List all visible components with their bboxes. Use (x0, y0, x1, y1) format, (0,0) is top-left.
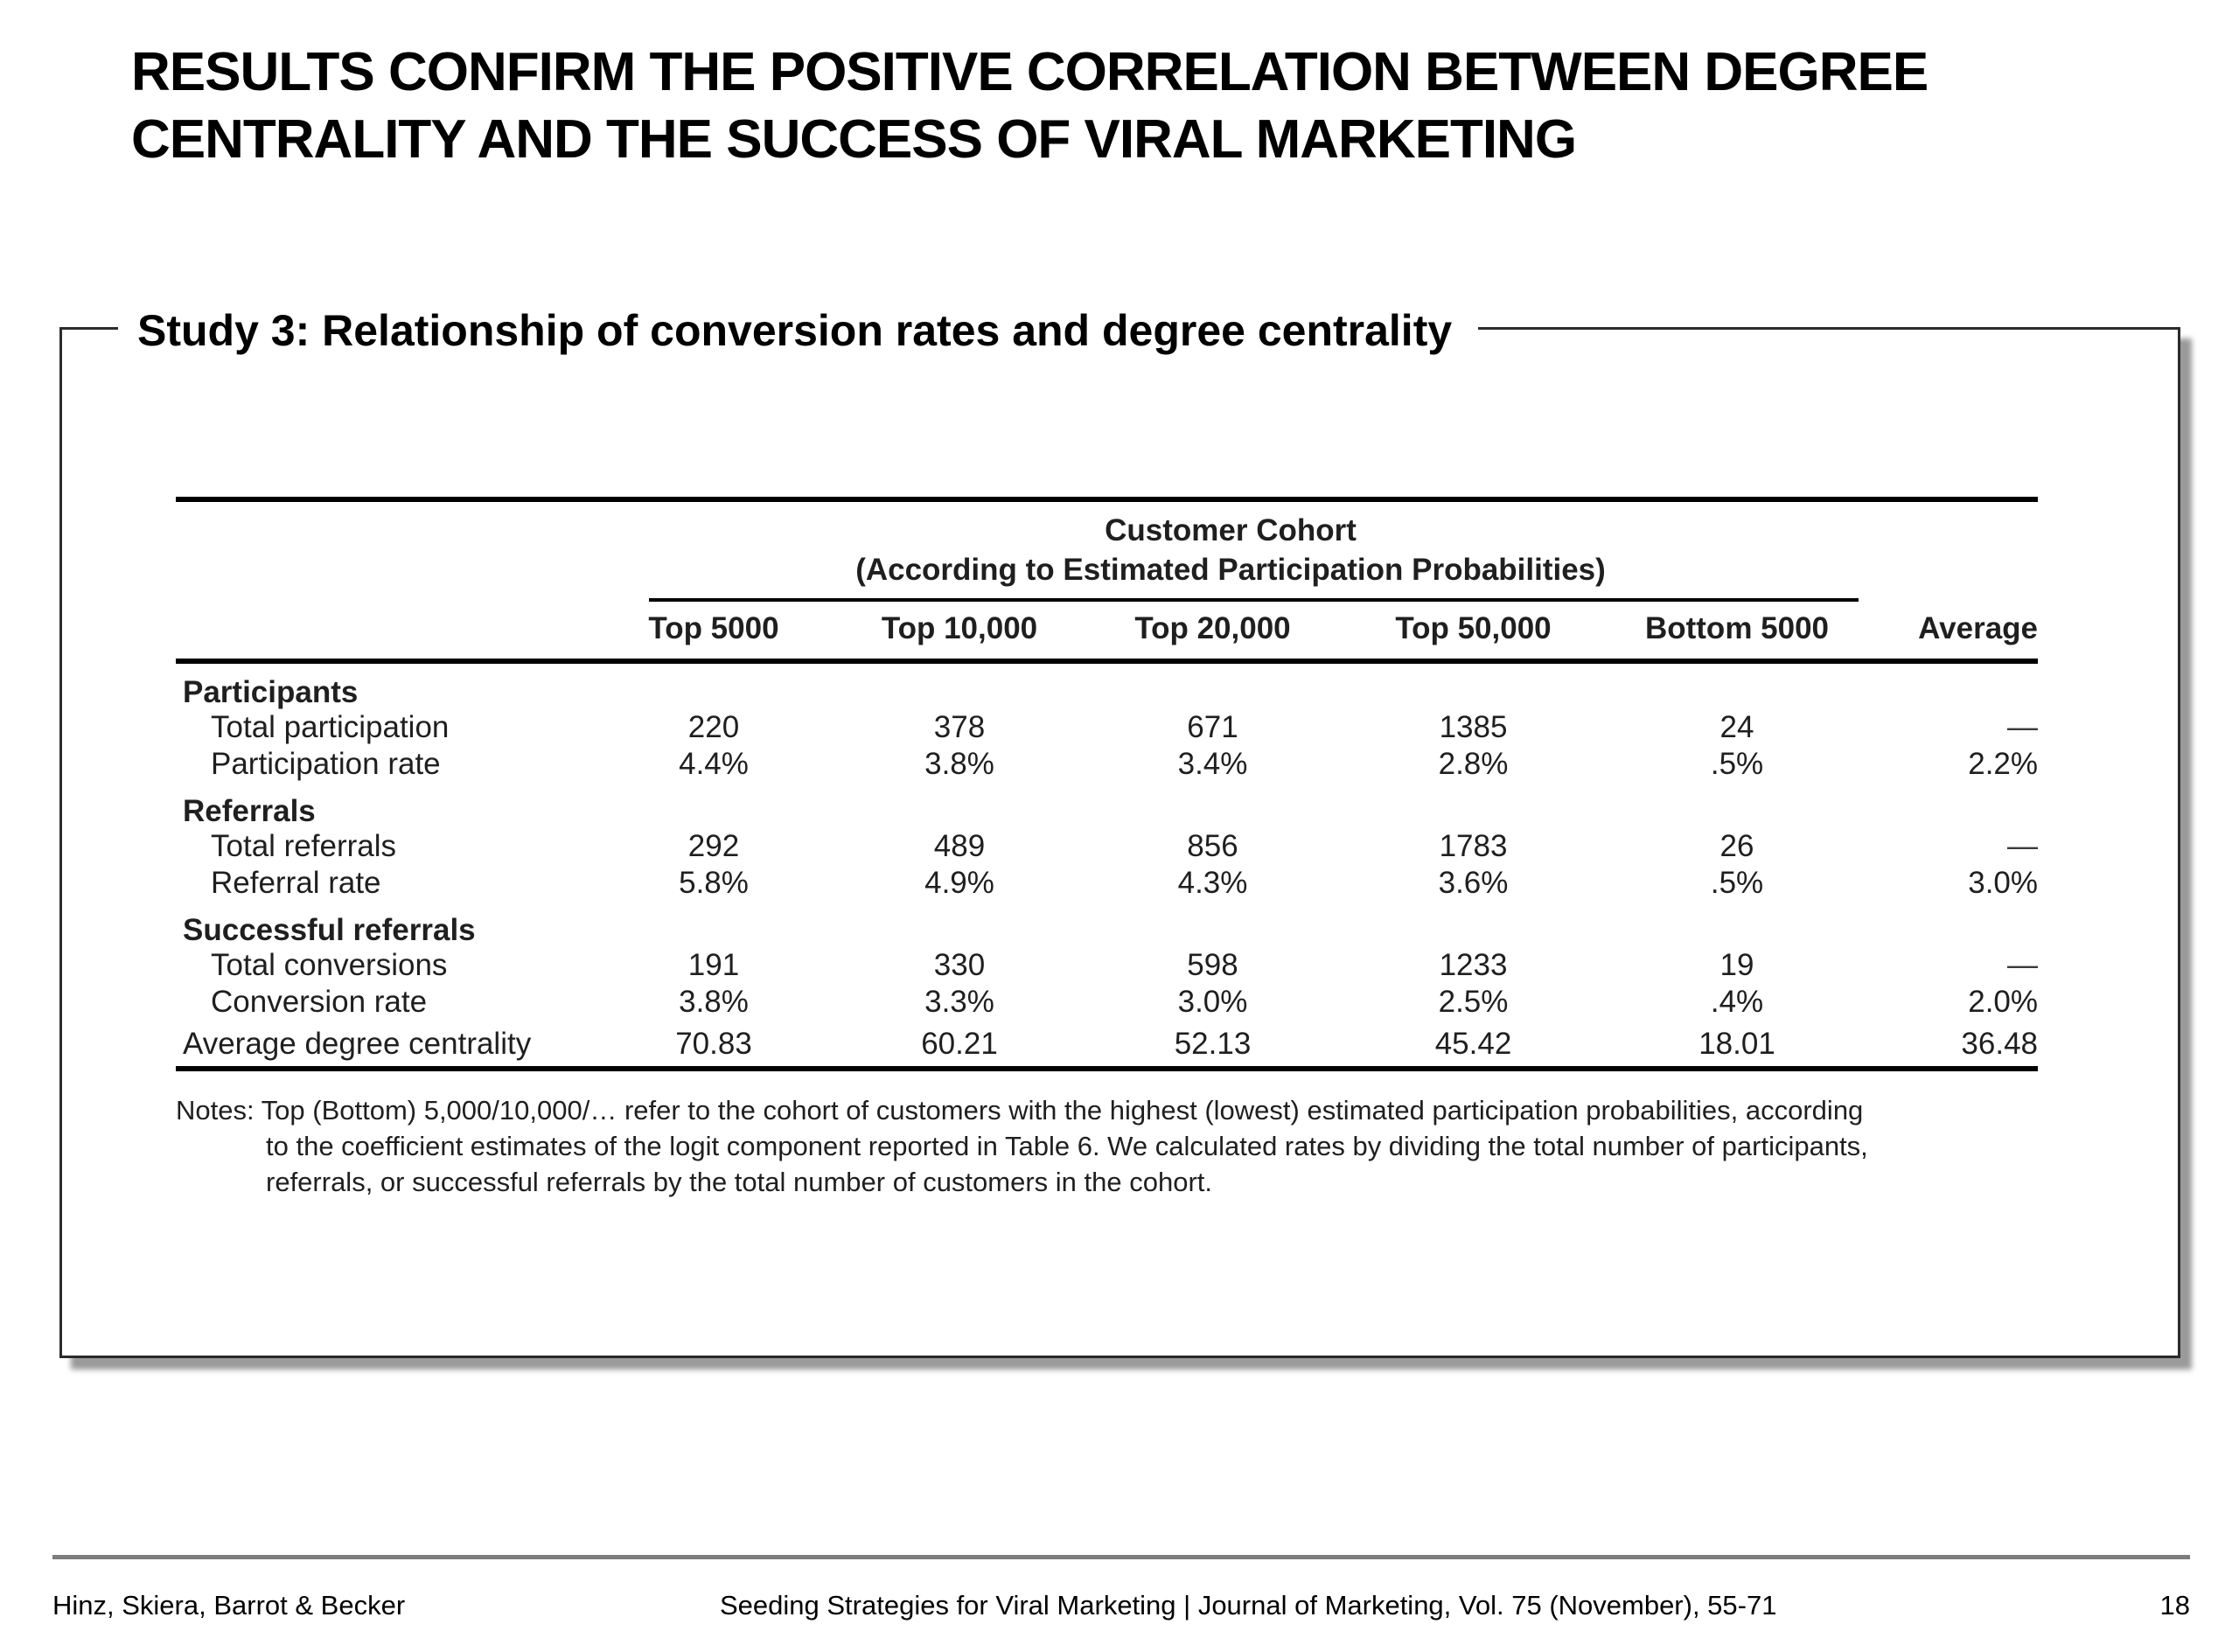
cohort-header-row: Customer Cohort (According to Estimated … (176, 499, 2038, 603)
cell-value: 1783 (1439, 829, 1508, 863)
column-header: Bottom 5000 (1606, 603, 1869, 664)
cohort-header: Customer Cohort (According to Estimated … (593, 499, 1868, 603)
spacer-cell (176, 603, 593, 664)
cell-value: 598 (1187, 948, 1238, 982)
cell-value: 671 (1187, 710, 1238, 744)
footer-source: Seeding Strategies for Viral Marketing |… (720, 1590, 1777, 1621)
cell-value: 3.0% (1968, 866, 2039, 900)
cell-value: 36.48 (1868, 1021, 2039, 1071)
slide-title: RESULTS CONFIRM THE POSITIVE CORRELATION… (131, 42, 1929, 170)
column-header: Average (1868, 603, 2039, 664)
cell-value: 3.8% (679, 985, 749, 1019)
row-label: Average degree centrality (176, 1021, 593, 1071)
cell-value: 4.4% (679, 747, 749, 781)
group-label: Participants (183, 675, 359, 709)
table-group-row: Referrals (176, 783, 2038, 828)
cell-value: 3.8% (924, 747, 994, 781)
column-header: Top 20,000 (1085, 603, 1341, 664)
group-label: Referrals (183, 794, 316, 828)
cell-value: 3.4% (1177, 747, 1248, 781)
cell-value: 3.3% (924, 985, 994, 1019)
cell-value: 60.21 (834, 1021, 1085, 1071)
footer-page-number: 18 (2159, 1590, 2190, 1621)
spacer-cell (176, 499, 593, 603)
cell-value: .5% (1710, 866, 1764, 900)
group-label: Successful referrals (183, 913, 476, 947)
table-row: Conversion rate 3.8% 3.3% 3.0% 2.5% .4% … (176, 984, 2038, 1021)
cell-value: 2.0% (1968, 985, 2039, 1019)
cell-value: .4% (1710, 985, 1764, 1019)
cell-value: — (2007, 710, 2039, 744)
cell-value: 19 (1719, 948, 1754, 982)
cell-value: 2.5% (1438, 985, 1509, 1019)
column-header: Top 5000 (593, 603, 834, 664)
table-row: Average degree centrality 70.83 60.21 52… (176, 1021, 2039, 1071)
cohort-header-line2: (According to Estimated Participation Pr… (855, 553, 1606, 587)
table-row: Total conversions 191 330 598 1233 19 — (176, 947, 2038, 984)
row-label: Total referrals (211, 829, 397, 863)
cell-value: 2.8% (1438, 747, 1509, 781)
row-label: Total conversions (211, 948, 448, 982)
results-table: Customer Cohort (According to Estimated … (176, 497, 2039, 1071)
cell-value: 191 (687, 948, 740, 982)
column-header-row: Top 5000 Top 10,000 Top 20,000 Top 50,00… (176, 603, 2039, 664)
cell-value: 45.42 (1341, 1021, 1606, 1071)
table-row: Referral rate 5.8% 4.9% 4.3% 3.6% .5% 3.… (176, 865, 2038, 902)
table-row: Total referrals 292 489 856 1783 26 — (176, 828, 2038, 865)
cell-value: 70.83 (593, 1021, 834, 1071)
cell-value: 4.3% (1177, 866, 1248, 900)
table-row: Total participation 220 378 671 1385 24 … (176, 709, 2038, 746)
cell-value: 3.6% (1438, 866, 1509, 900)
cell-value: 24 (1719, 710, 1754, 744)
cell-value: 330 (933, 948, 986, 982)
cell-value: 4.9% (924, 866, 994, 900)
cell-value: 489 (933, 829, 986, 863)
cell-value: 52.13 (1085, 1021, 1341, 1071)
cell-value: 18.01 (1606, 1021, 1869, 1071)
cell-value: 378 (933, 710, 986, 744)
footer-authors: Hinz, Skiera, Barrot & Becker (52, 1590, 406, 1621)
cell-value: — (2007, 948, 2039, 982)
cell-value: 26 (1719, 829, 1754, 863)
study-box-heading: Study 3: Relationship of conversion rate… (118, 304, 1479, 357)
cell-value: 292 (687, 829, 740, 863)
cell-value: 3.0% (1177, 985, 1248, 1019)
footer-divider-rule (52, 1555, 2190, 1559)
row-label: Conversion rate (211, 985, 428, 1019)
cohort-header-line1: Customer Cohort (1105, 513, 1357, 547)
cell-value: 2.2% (1968, 747, 2039, 781)
cell-value: 5.8% (679, 866, 749, 900)
row-label: Referral rate (211, 866, 381, 900)
table-group-row: Participants (176, 661, 2038, 709)
cell-value: 1233 (1439, 948, 1508, 982)
cell-value: .5% (1710, 747, 1764, 781)
study-box: Study 3: Relationship of conversion rate… (59, 304, 2180, 1358)
column-header: Top 50,000 (1341, 603, 1606, 664)
row-label: Total participation (211, 710, 450, 744)
cell-value: 1385 (1439, 710, 1508, 744)
cell-value: 220 (687, 710, 740, 744)
spacer-cell (1868, 499, 2038, 603)
cell-value: 856 (1187, 829, 1238, 863)
cohort-underline-rule (649, 598, 1859, 602)
table-row: Participation rate 4.4% 3.8% 3.4% 2.8% .… (176, 746, 2038, 783)
table-group-row: Successful referrals (176, 902, 2038, 947)
table-notes: Notes: Top (Bottom) 5,000/10,000/… refer… (176, 1095, 1868, 1197)
row-label: Participation rate (211, 747, 441, 781)
cell-value: — (2007, 829, 2039, 863)
column-header: Top 10,000 (834, 603, 1085, 664)
